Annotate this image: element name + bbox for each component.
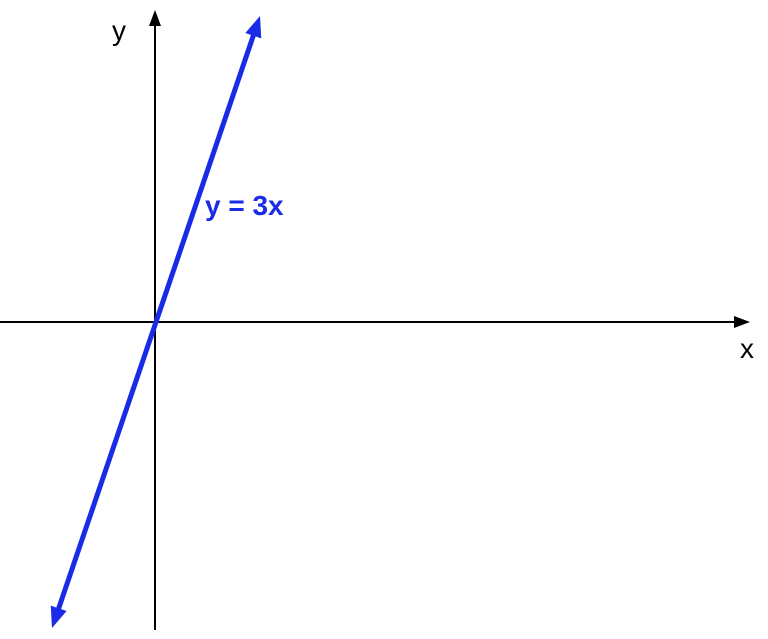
equation-label: y = 3x: [205, 190, 284, 221]
line-chart: x y y = 3x: [0, 0, 768, 639]
x-axis-label: x: [740, 333, 754, 364]
y-axis-label: y: [112, 15, 126, 46]
